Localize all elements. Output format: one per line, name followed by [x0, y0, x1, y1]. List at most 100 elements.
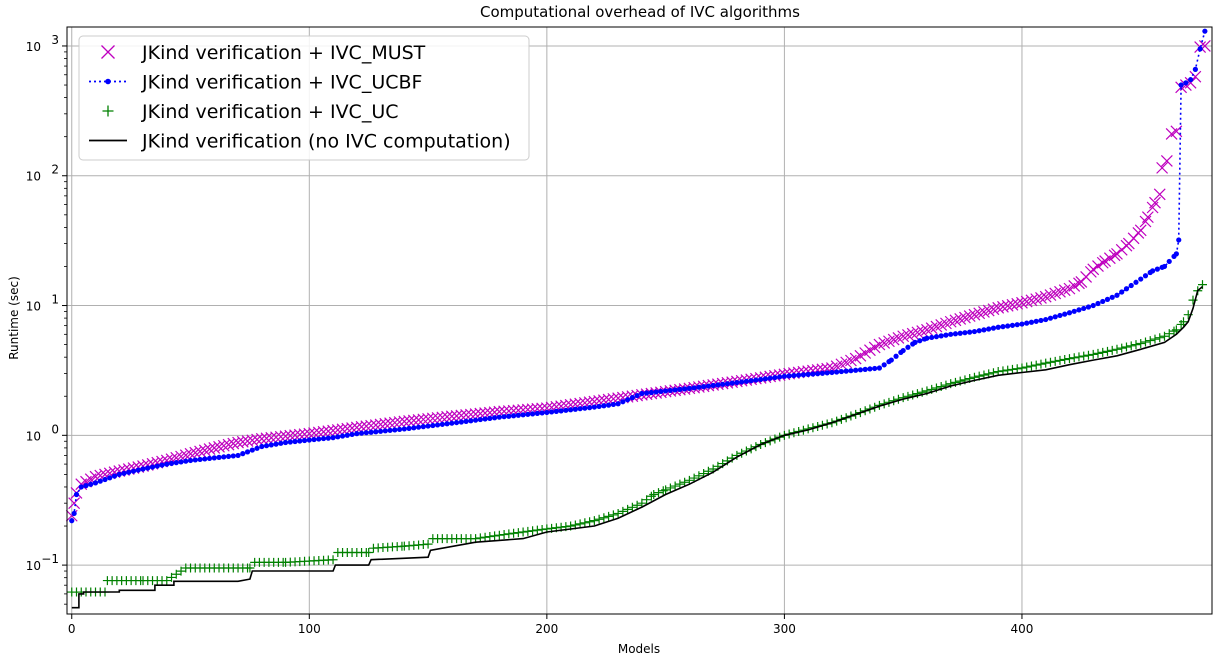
data-point [1136, 338, 1146, 348]
data-point [458, 419, 464, 425]
data-point [1088, 349, 1098, 359]
data-point [1159, 331, 1169, 341]
data-point [444, 421, 450, 427]
data-point [206, 455, 213, 462]
data-point [637, 498, 647, 508]
data-point [259, 443, 265, 450]
data-point [844, 354, 857, 367]
data-point [724, 381, 730, 387]
data-point [235, 452, 241, 459]
data-point [73, 491, 80, 498]
data-point [720, 381, 726, 387]
y-tick-label: 10 [26, 559, 41, 573]
data-point [254, 445, 260, 451]
data-point [354, 431, 360, 437]
data-point [387, 427, 393, 433]
data-point [986, 326, 992, 332]
data-point [116, 471, 122, 477]
data-point [1064, 354, 1074, 364]
data-point [1085, 304, 1092, 310]
data-point [1076, 307, 1082, 313]
data-point [872, 365, 878, 372]
y-tick-exponent: 0 [51, 422, 59, 436]
data-point [273, 441, 279, 447]
data-point [349, 431, 355, 438]
data-point [992, 301, 1005, 314]
data-point [149, 464, 156, 470]
data-point [515, 412, 521, 418]
data-point [610, 401, 616, 408]
data-point [1133, 279, 1139, 285]
data-point [663, 388, 669, 394]
data-point [1049, 287, 1062, 300]
data-point [696, 384, 702, 390]
data-point [867, 366, 873, 372]
data-point [225, 453, 232, 460]
data-point [403, 414, 415, 427]
data-point [599, 513, 609, 523]
data-point [1197, 46, 1203, 52]
data-point [1079, 351, 1089, 361]
data-point [197, 456, 203, 463]
data-point [680, 477, 690, 487]
data-point [1166, 258, 1172, 265]
series-line [71, 285, 1204, 609]
data-point [843, 368, 849, 374]
data-point [596, 403, 602, 410]
data-point [876, 365, 883, 371]
data-point [140, 466, 146, 472]
data-point [608, 510, 618, 520]
data-point [245, 563, 255, 573]
data-point [734, 379, 740, 386]
data-point [1156, 161, 1169, 174]
data-point [1161, 263, 1168, 270]
data-point [420, 424, 426, 430]
data-point [1024, 320, 1030, 326]
x-tick-label: 400 [1011, 622, 1034, 636]
data-point [311, 436, 317, 443]
data-point [260, 432, 273, 445]
x-tick-label: 300 [773, 622, 796, 636]
data-point [701, 384, 707, 390]
data-point [203, 443, 216, 456]
data-point [905, 344, 911, 350]
data-point [491, 415, 498, 421]
data-point [1145, 336, 1155, 346]
data-point [786, 373, 792, 379]
data-point [504, 529, 514, 539]
data-point [1016, 296, 1028, 309]
data-point [1114, 292, 1120, 298]
chart-title: Computational overhead of IVC algorithms [480, 3, 800, 21]
data-point [949, 314, 962, 327]
data-point [777, 374, 783, 380]
data-point [912, 389, 922, 399]
data-point [532, 525, 542, 535]
y-tick-label: 10 [26, 300, 41, 314]
data-point [952, 331, 959, 337]
data-point [490, 531, 500, 541]
data-point [249, 447, 255, 453]
data-point [198, 444, 211, 457]
data-point [819, 370, 826, 376]
data-point [331, 424, 344, 436]
data-point [762, 376, 769, 382]
data-point [426, 412, 439, 425]
data-point [1000, 324, 1006, 330]
data-point [982, 304, 995, 317]
data-point [1109, 294, 1115, 300]
x-tick-label: 100 [298, 622, 321, 636]
data-point [301, 437, 308, 444]
data-point [575, 519, 585, 529]
data-point [887, 333, 900, 346]
data-point [976, 328, 982, 334]
data-point [194, 445, 206, 458]
data-point [88, 481, 94, 487]
y-tick-exponent: 1 [51, 293, 59, 307]
data-point [582, 405, 588, 411]
data-point [888, 357, 894, 363]
data-point [373, 429, 379, 435]
data-point [594, 514, 604, 524]
data-point [430, 422, 436, 429]
data-point [1164, 329, 1174, 339]
data-point [1026, 361, 1036, 371]
